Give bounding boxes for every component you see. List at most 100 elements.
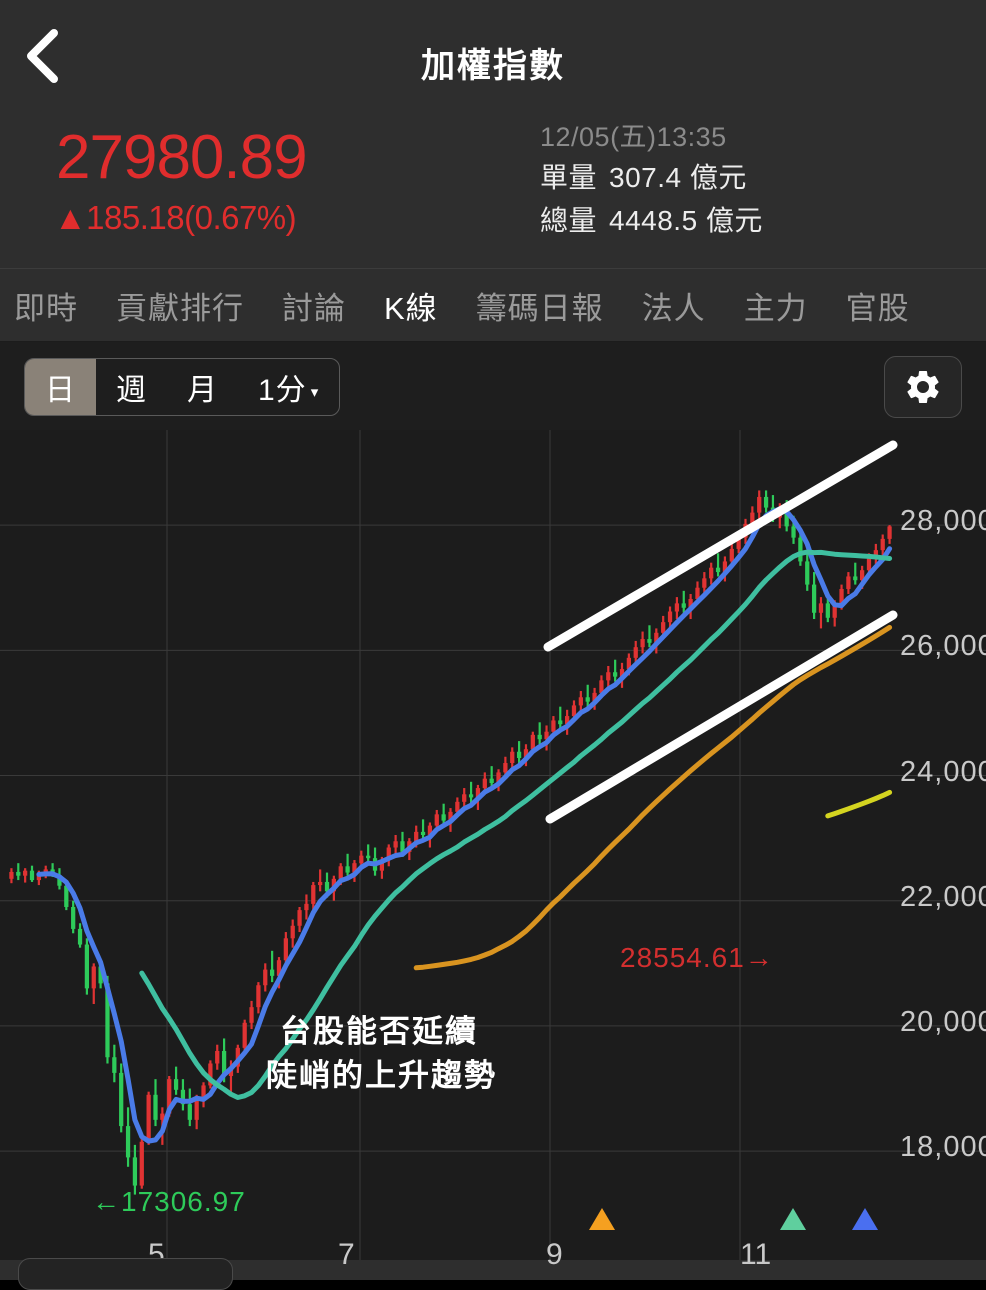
candle-body	[818, 603, 824, 613]
candle-body	[366, 855, 371, 859]
candle-body	[613, 672, 618, 677]
candle-body	[558, 720, 563, 725]
chevron-down-icon: ▾	[310, 384, 320, 401]
candle-body	[249, 1007, 254, 1023]
candle-body	[167, 1079, 172, 1114]
period-selector[interactable]: 日 週 月 1分 ▾	[24, 358, 341, 416]
candle-body	[640, 639, 645, 648]
candle-body	[599, 680, 604, 693]
period-3[interactable]: 1分 ▾	[238, 359, 339, 415]
candle-body	[393, 841, 398, 848]
tab-1[interactable]: 貢獻排行	[116, 290, 244, 326]
candle-body	[715, 567, 721, 573]
candle-body	[654, 632, 659, 643]
upper-channel	[543, 440, 898, 652]
gear-icon	[907, 370, 939, 403]
chevron-left-icon	[27, 29, 58, 83]
candlestick-chart[interactable]: 台股能否延續 陡峭的上升趨勢 28554.61→ 28,000 26,000 24,…	[0, 430, 986, 1260]
candle-body	[565, 716, 570, 725]
candle-body	[36, 873, 41, 881]
settings-button[interactable]	[884, 356, 962, 418]
candle-body	[71, 906, 76, 929]
green-marker[interactable]	[780, 1208, 806, 1230]
tab-6[interactable]: 主力	[743, 290, 808, 326]
tab-7[interactable]: 官股	[845, 290, 910, 326]
candle-body	[853, 576, 858, 581]
candle-body	[709, 567, 714, 579]
candle-body	[414, 831, 419, 842]
candle-body	[276, 960, 282, 976]
period-0[interactable]: 日	[25, 359, 96, 415]
candle-body	[263, 969, 268, 986]
candle-body	[270, 969, 275, 976]
candle-body	[667, 611, 673, 623]
single-volume-value: 307.4 億元	[609, 162, 747, 193]
tab-2[interactable]: 討論	[282, 290, 346, 326]
page-title: 加權指數	[421, 47, 565, 85]
high-price-label: 28554.61→	[620, 942, 774, 973]
candle-body	[619, 669, 625, 677]
y-tick-label: 28,000	[900, 505, 986, 538]
annotation-line-2: 陡峭的上升趨勢	[266, 1058, 497, 1093]
candle-body	[105, 983, 110, 1058]
candle-body	[324, 881, 330, 892]
candle-body	[400, 841, 405, 852]
candle-body	[860, 570, 865, 581]
current-price: 27980.89	[56, 123, 308, 192]
candle-body	[811, 584, 817, 613]
candle-body	[132, 1157, 138, 1186]
quote-summary: 27980.89 ▲185.18(0.67%) 12/05(五)13:35 單量…	[0, 110, 986, 268]
candle-body	[16, 871, 21, 876]
candle-body	[866, 557, 872, 571]
candle-body	[736, 537, 741, 549]
candle-body	[9, 871, 14, 879]
annotation-line-1: 台股能否延續	[280, 1014, 478, 1049]
candle-body	[674, 603, 680, 612]
tab-0[interactable]: 即時	[14, 290, 78, 326]
candle-body	[427, 825, 433, 835]
candle-body	[420, 831, 426, 835]
candle-body	[763, 496, 769, 508]
candle-body	[215, 1050, 220, 1064]
ma-line-ma60	[413, 624, 893, 971]
candle-body	[139, 1141, 144, 1186]
candle-body	[297, 910, 302, 926]
candle-body	[221, 1050, 227, 1077]
tab-4[interactable]: 籌碼日報	[475, 290, 604, 326]
candle-body	[112, 1057, 117, 1073]
x-tick-label: 7	[338, 1238, 355, 1271]
single-volume-row: 單量 307.4 億元	[540, 156, 763, 199]
candle-body	[379, 860, 385, 871]
candle-body	[887, 526, 892, 539]
candle-body	[208, 1063, 213, 1086]
tab-3[interactable]: K線	[384, 290, 438, 326]
candle-body	[880, 538, 885, 551]
ma-line-ma20	[139, 549, 893, 1100]
candle-body	[578, 697, 583, 706]
candle-body	[475, 788, 481, 798]
period-1[interactable]: 週	[96, 359, 167, 415]
trendline-channel	[543, 440, 898, 824]
tab-5[interactable]: 法人	[641, 290, 706, 326]
moving-average-lines	[36, 506, 893, 1144]
candle-body	[462, 794, 467, 802]
blue-marker[interactable]	[852, 1208, 878, 1230]
candle-body	[661, 622, 666, 633]
candle-body	[173, 1079, 179, 1090]
y-tick-label: 26,000	[900, 630, 986, 663]
back-button[interactable]	[14, 28, 70, 84]
orange-marker[interactable]	[589, 1208, 615, 1230]
candle-body	[750, 512, 755, 524]
tab-bar[interactable]: 即時 貢獻排行 討論 K線 籌碼日報 法人 主力 官股	[0, 268, 986, 342]
period-2[interactable]: 月	[167, 359, 238, 415]
candle-body	[722, 561, 728, 573]
total-volume-value: 4448.5 億元	[609, 205, 763, 236]
y-tick-label: 22,000	[900, 880, 986, 913]
candle-body	[434, 814, 439, 826]
candle-body	[345, 866, 350, 873]
candle-body	[791, 526, 796, 538]
candle-body	[242, 1022, 247, 1048]
candle-body	[77, 928, 83, 945]
chart-gridlines	[0, 430, 986, 1260]
bottom-handle[interactable]	[18, 1258, 233, 1290]
